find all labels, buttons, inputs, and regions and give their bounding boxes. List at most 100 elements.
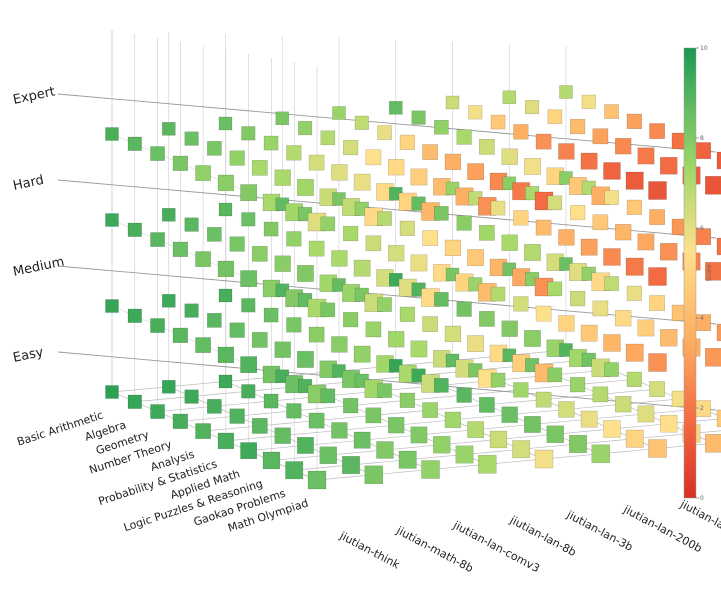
score-marker [457, 388, 472, 403]
score-marker [638, 406, 654, 422]
colorbar-tick-label: 4 [700, 315, 704, 322]
score-marker [128, 223, 142, 237]
score-marker [627, 200, 642, 215]
score-marker [241, 357, 257, 373]
score-marker [287, 146, 302, 161]
score-marker [570, 205, 585, 220]
score-marker [457, 302, 472, 317]
score-marker [321, 131, 335, 145]
score-marker [650, 296, 665, 311]
score-marker [400, 393, 415, 408]
score-marker [399, 451, 416, 468]
score-marker [218, 347, 234, 363]
score-marker [365, 466, 383, 484]
score-marker [479, 311, 494, 326]
score-marker [650, 382, 665, 397]
score-marker [388, 331, 404, 347]
score-marker [321, 389, 335, 403]
score-marker [434, 292, 448, 306]
score-marker [457, 216, 472, 231]
score-marker [559, 402, 575, 418]
model-tick-label: jiutian-think [337, 529, 403, 572]
score-marker [411, 255, 427, 271]
score-marker [649, 440, 667, 458]
score-marker [400, 221, 415, 236]
score-marker [309, 327, 324, 342]
score-marker [196, 338, 211, 353]
score-marker [185, 132, 199, 146]
score-marker [343, 398, 358, 413]
score-marker [241, 271, 257, 287]
score-marker [446, 96, 459, 109]
score-marker [275, 256, 291, 272]
score-marker [650, 124, 665, 139]
score-marker [548, 368, 562, 382]
score-marker [491, 373, 505, 387]
level-tick-label: Hard [12, 173, 46, 194]
score-marker [423, 231, 438, 246]
score-marker [309, 155, 324, 170]
score-marker [581, 325, 597, 341]
score-marker [524, 158, 540, 174]
score-marker [626, 258, 643, 275]
score-marker [151, 147, 165, 161]
score-marker [445, 326, 461, 342]
score-marker [354, 346, 370, 362]
score-marker [128, 137, 142, 151]
score-marker [559, 230, 575, 246]
score-marker [388, 245, 404, 261]
score-marker [502, 235, 518, 251]
colorbar-tick-label: 6 [700, 225, 704, 232]
score-marker [230, 409, 245, 424]
score-marker [514, 297, 529, 312]
score-marker [128, 395, 142, 409]
score-marker [593, 387, 608, 402]
score-marker [536, 392, 551, 407]
score-marker [525, 100, 539, 114]
score-marker [242, 127, 256, 141]
score-marker [445, 412, 461, 428]
score-marker [275, 170, 291, 186]
score-marker [411, 169, 427, 185]
score-marker [207, 227, 221, 241]
score-marker [717, 238, 721, 255]
score-marker [660, 415, 677, 432]
score-marker [308, 471, 326, 489]
score-marker [468, 164, 484, 180]
score-marker [173, 328, 188, 343]
score-marker [660, 243, 677, 260]
score-marker [592, 445, 610, 463]
score-marker [106, 300, 119, 313]
score-marker [456, 446, 473, 463]
score-marker [264, 394, 278, 408]
score-marker [354, 432, 370, 448]
score-marker [378, 212, 392, 226]
score-marker [649, 354, 667, 372]
score-marker [593, 215, 608, 230]
score-marker [423, 317, 438, 332]
score-marker [366, 322, 381, 337]
score-marker [457, 130, 472, 145]
level-tick-label: Easy [12, 345, 45, 366]
score-marker [536, 220, 551, 235]
score-marker [388, 417, 404, 433]
score-marker [309, 241, 324, 256]
score-marker [355, 116, 369, 130]
score-marker [276, 112, 289, 125]
score-marker [366, 236, 381, 251]
score-marker [570, 291, 585, 306]
score-marker [207, 313, 221, 327]
score-marker [604, 249, 621, 266]
score-marker [321, 217, 335, 231]
score-marker [106, 214, 119, 227]
score-marker [479, 139, 494, 154]
score-marker [264, 222, 278, 236]
score-marker [604, 163, 621, 180]
score-marker [343, 226, 358, 241]
score-marker [297, 265, 313, 281]
score-marker [333, 107, 346, 120]
score-marker [502, 149, 518, 165]
score-marker [400, 135, 415, 150]
